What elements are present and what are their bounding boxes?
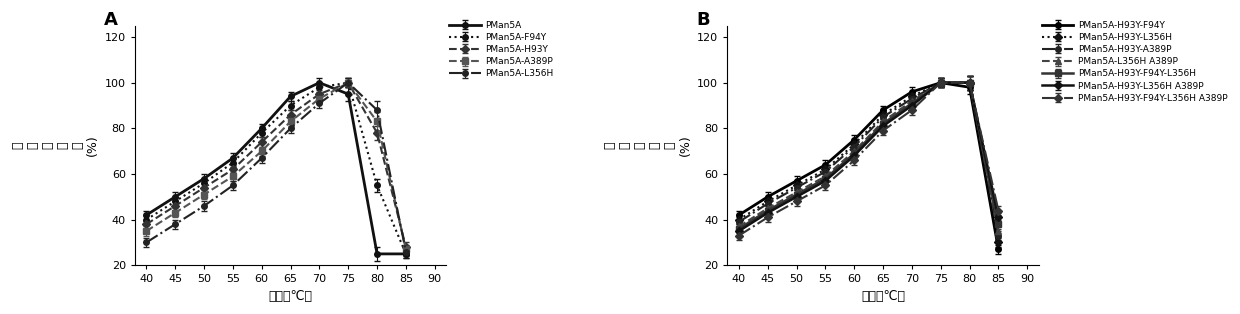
- X-axis label: 温度（℃）: 温度（℃）: [269, 290, 312, 303]
- Y-axis label: 相
对
酶
活
力
(%): 相 对 酶 活 力 (%): [11, 135, 99, 156]
- Text: B: B: [696, 11, 709, 29]
- Legend: PMan5A-H93Y-F94Y, PMan5A-H93Y-L356H, PMan5A-H93Y-A389P, PMan5A-L356H A389P, PMan: PMan5A-H93Y-F94Y, PMan5A-H93Y-L356H, PMa…: [1042, 21, 1228, 103]
- Text: A: A: [104, 11, 118, 29]
- Legend: PMan5A, PMan5A-F94Y, PMan5A-H93Y, PMan5A-A389P, PMan5A-L356H: PMan5A, PMan5A-F94Y, PMan5A-H93Y, PMan5A…: [449, 21, 554, 78]
- X-axis label: 温度（℃）: 温度（℃）: [861, 290, 905, 303]
- Y-axis label: 相
对
酶
活
力
(%): 相 对 酶 活 力 (%): [604, 135, 692, 156]
